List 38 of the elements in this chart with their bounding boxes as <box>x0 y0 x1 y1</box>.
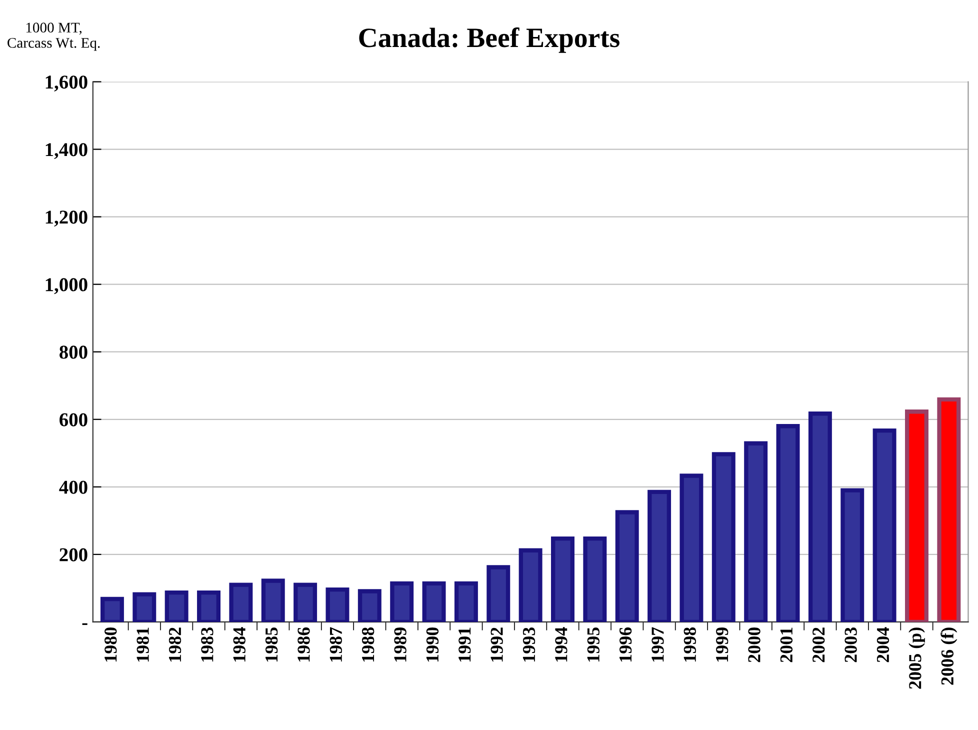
x-tick-label: 1997 <box>652 627 664 662</box>
x-tick-label: 1987 <box>330 627 342 662</box>
x-tick-label: 1981 <box>136 628 149 662</box>
x-tick-label: 1982 <box>168 628 182 662</box>
x-tick-label: 1998 <box>684 627 696 662</box>
x-tick-label: 1994 <box>555 627 568 662</box>
x-tick-label: 1996 <box>619 627 632 662</box>
y-tick-label: 1,200 <box>46 210 88 227</box>
x-tick-label: 2000 <box>748 628 760 662</box>
x-tick-label: 2004 <box>876 627 890 662</box>
x-tick-label: 2003 <box>844 627 857 662</box>
x-tick-label: 2006 (f) <box>940 628 958 685</box>
y-tick-label: - <box>82 623 88 625</box>
y-tick-label: 1,600 <box>46 76 88 92</box>
x-tick-label: 1989 <box>394 627 406 662</box>
x-tick-label: 1984 <box>233 627 246 662</box>
x-tick-label: 1983 <box>201 627 214 662</box>
x-tick-label: 1988 <box>362 627 374 662</box>
x-tick-label: 2001 <box>780 628 793 662</box>
y-tick-label: 1,400 <box>46 143 88 160</box>
x-tick-label: 2005 (p) <box>908 628 925 689</box>
x-tick-label: 1999 <box>716 627 728 662</box>
x-tick-label: 1990 <box>426 628 439 662</box>
y-tick-label: 800 <box>60 346 88 359</box>
y-tick-label: 400 <box>59 480 88 494</box>
x-tick-label: 1992 <box>490 628 503 662</box>
y-tick-label: 1,000 <box>46 278 88 294</box>
y-axis-title: 1000 MT, Carcass Wt. Eq. <box>8 22 100 51</box>
x-tick-label: 1993 <box>522 627 536 662</box>
x-tick-label: 1980 <box>104 628 117 662</box>
x-tick-label: 1995 <box>587 627 600 662</box>
y-tick-label: 600 <box>60 413 88 426</box>
x-tick-label: 1986 <box>298 627 310 662</box>
x-tick-label: 1991 <box>458 628 471 662</box>
x-tick-label: 2002 <box>812 628 825 662</box>
y-tick-label: 200 <box>60 548 88 562</box>
chart-title: Canada: Beef Exports <box>359 27 620 53</box>
x-tick-label: 1985 <box>265 627 278 662</box>
